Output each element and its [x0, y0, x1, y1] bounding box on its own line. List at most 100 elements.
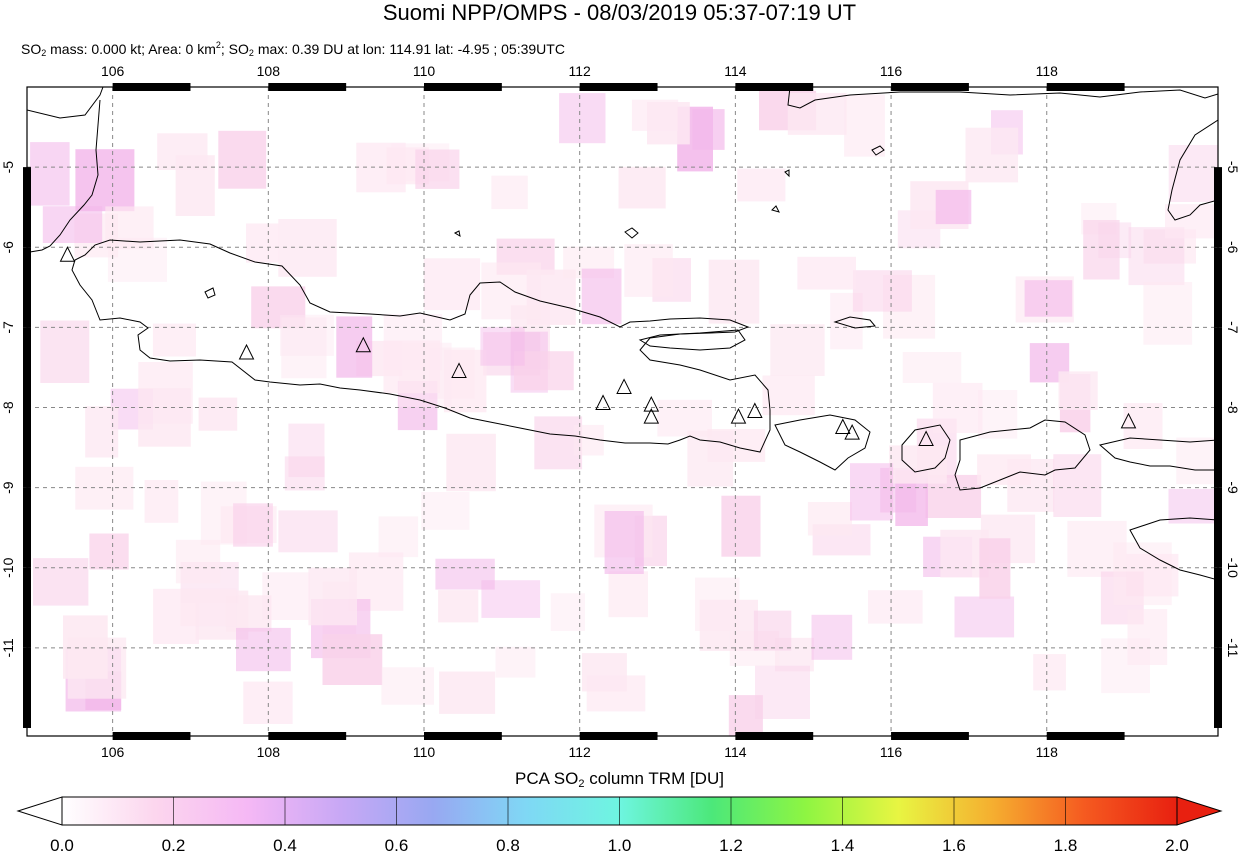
- lat-label-right: -5: [1225, 161, 1239, 174]
- so2-haze-pixel: [175, 539, 221, 584]
- so2-haze-pixel: [687, 430, 734, 487]
- so2-haze-pixel: [421, 492, 470, 530]
- lon-tick-bar: [579, 83, 658, 91]
- graticule: [27, 87, 1218, 736]
- volcano-marker: [1120, 412, 1137, 429]
- lat-tick-bar: [1214, 407, 1222, 488]
- colorbar-tick-label: 1.2: [719, 836, 743, 855]
- so2-haze-pixel: [807, 502, 852, 536]
- so2-haze-pixel: [175, 155, 215, 216]
- karimunjawa-island: [453, 230, 461, 238]
- volcano-marker: [918, 430, 934, 447]
- lat-tick-bar: [1214, 167, 1222, 248]
- so2-haze-pixel: [708, 259, 760, 324]
- so2-haze-pixel: [1024, 280, 1073, 317]
- lat-label-right: -8: [1225, 401, 1239, 414]
- colorbar-title: PCA SO2 column TRM [DU]: [515, 769, 724, 790]
- so2-haze-pixel: [762, 375, 815, 416]
- so2-haze-pixel: [1176, 437, 1218, 485]
- volcano-marker: [355, 336, 372, 353]
- colorbar-high-arrow: [1176, 796, 1223, 826]
- so2-haze-pixel: [624, 244, 673, 297]
- so2-haze-pixel: [89, 533, 129, 570]
- colorbar-tick-label: 0.2: [162, 836, 186, 855]
- so2-haze-pixel: [1033, 654, 1066, 691]
- volcano-marker: [643, 395, 660, 412]
- lat-label-left: -8: [0, 401, 16, 414]
- so2-haze-pixel: [1165, 204, 1218, 239]
- so2-haze-pixel: [978, 390, 1018, 439]
- so2-haze-pixel: [233, 503, 273, 547]
- so2-haze-pixel: [559, 93, 606, 144]
- lon-tick-bar: [891, 732, 969, 740]
- lon-tick-bar: [579, 732, 658, 740]
- so2-haze-pixel: [30, 142, 70, 206]
- lon-label-top: 106: [101, 63, 125, 79]
- so2-haze-pixel: [1113, 542, 1172, 606]
- lat-label-left: -10: [0, 557, 16, 577]
- so2-haze-pixel: [495, 646, 536, 678]
- lon-label-bottom: 106: [101, 744, 125, 760]
- bawean-island: [624, 227, 639, 239]
- lat-label-left: -6: [0, 241, 16, 254]
- so2-haze-pixel: [1143, 282, 1193, 345]
- so2-haze-pixel: [42, 206, 103, 243]
- sumbawa-coast: [954, 419, 1091, 491]
- colorbar-tick-label: 1.6: [942, 836, 966, 855]
- lat-label-right: -9: [1225, 481, 1239, 494]
- so2-haze-pixel: [152, 323, 196, 357]
- so2-haze-pixel: [138, 388, 191, 447]
- colorbar-tick-label: 1.4: [831, 836, 855, 855]
- so2-haze-pixel: [631, 99, 679, 131]
- colorbar-tick-label: 1.8: [1054, 836, 1078, 855]
- map-subtitle: SO2 mass: 0.000 kt; Area: 0 km2; SO2 max…: [21, 40, 565, 58]
- volcano-marker: [616, 378, 632, 394]
- volcano-marker: [730, 407, 747, 424]
- lat-tick-bar: [23, 407, 31, 488]
- so2-haze-pixel: [180, 588, 237, 627]
- lon-label-bottom: 110: [413, 744, 436, 760]
- so2-haze-pixel: [236, 627, 291, 672]
- so2-haze-pixel: [383, 340, 440, 394]
- so2-haze-pixel: [144, 480, 179, 523]
- so2-haze-pixel: [618, 166, 666, 209]
- so2-haze-pixel: [1083, 220, 1120, 280]
- map-svg: 106 106 108 108 110 110 112 112 114 114 116 116 118 1…: [0, 63, 1239, 760]
- bali-coast: [774, 414, 871, 471]
- so2-haze-pixel: [902, 352, 962, 383]
- lat-label-right: -7: [1225, 321, 1239, 334]
- lat-label-left: -5: [0, 161, 16, 174]
- so2-haze-pixel: [1127, 609, 1168, 665]
- so2-haze-pixel: [491, 175, 528, 210]
- so2-haze-pixel: [1053, 454, 1102, 517]
- so2-haze-pixel: [868, 590, 923, 624]
- colorbar-tick-label: 0.6: [385, 836, 409, 855]
- flores-coast: [1098, 437, 1218, 471]
- so2-haze-pixel: [278, 510, 338, 553]
- so2-haze-pixel: [33, 558, 89, 606]
- masalembu-islands: [771, 145, 885, 213]
- lon-tick-bar: [112, 83, 191, 91]
- so2-haze-pixel: [481, 580, 541, 618]
- so2-haze-pixel: [378, 516, 419, 558]
- lombok-coast: [901, 424, 951, 473]
- kalimantan-coast: [787, 87, 1218, 109]
- lat-label-left: -11: [0, 638, 16, 657]
- lat-tick-bar: [23, 247, 31, 328]
- so2-haze-pixel: [811, 614, 853, 660]
- so2-haze-pixel: [439, 671, 496, 714]
- volcano-markers: [59, 246, 1137, 447]
- colorbar-tick-label: 0.0: [50, 836, 74, 855]
- volcano-marker: [59, 246, 76, 262]
- lon-label-top: 118: [1036, 63, 1059, 79]
- lon-label-top: 116: [880, 63, 903, 79]
- so2-haze-pixel: [322, 634, 383, 685]
- lon-label-bottom: 112: [569, 744, 592, 760]
- thousand-islands: [204, 287, 216, 299]
- so2-haze-pixel: [753, 610, 792, 651]
- so2-haze-pixel: [262, 572, 310, 620]
- so2-haze-pixel: [246, 223, 279, 263]
- colorbar-tick-label: 1.0: [608, 836, 632, 855]
- kangean-islands: [833, 316, 876, 329]
- lat-tick-bar: [23, 327, 31, 408]
